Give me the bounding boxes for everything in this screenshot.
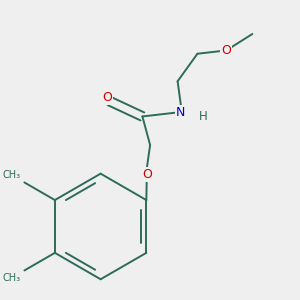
Text: O: O (142, 168, 152, 181)
Text: N: N (176, 106, 186, 118)
Text: CH₃: CH₃ (3, 273, 21, 283)
Text: H: H (199, 110, 207, 123)
Text: CH₃: CH₃ (3, 170, 21, 180)
Text: O: O (221, 44, 231, 57)
Text: O: O (102, 91, 112, 104)
